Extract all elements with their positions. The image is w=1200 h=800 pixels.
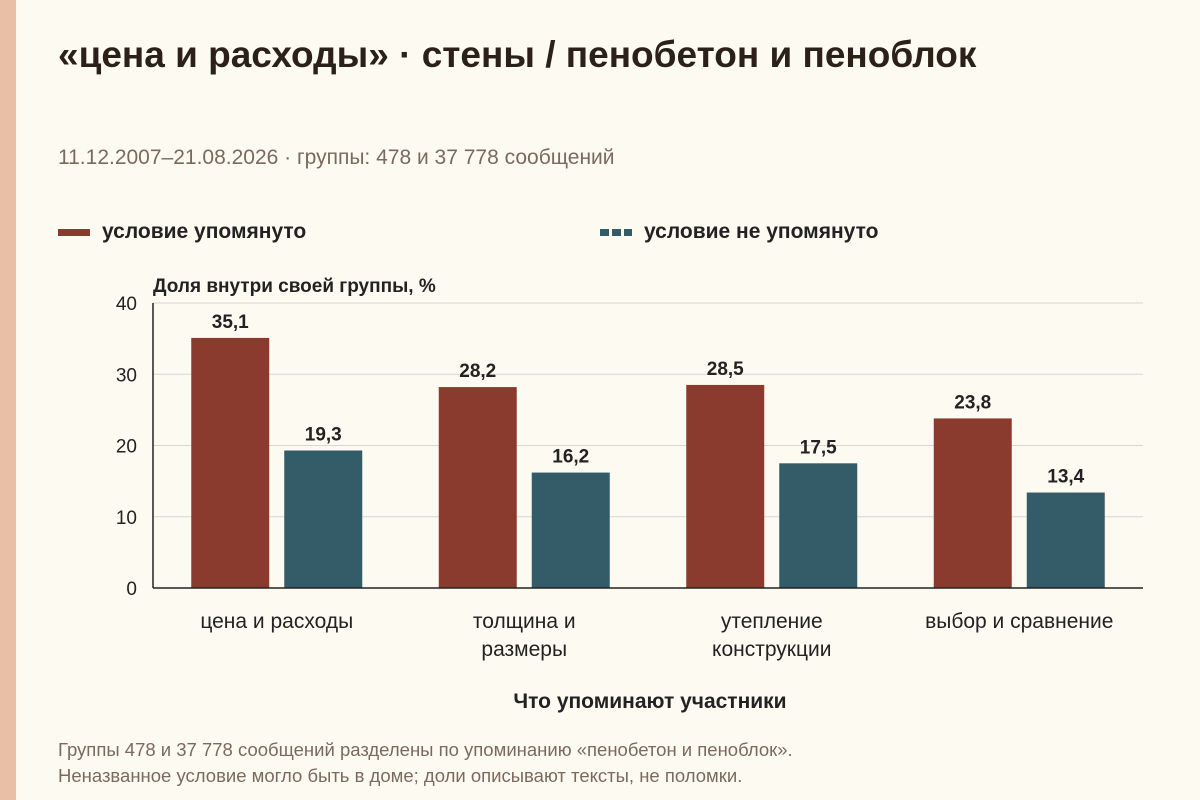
footnote: Группы 478 и 37 778 сообщений разделены … [58,737,793,789]
legend-label-not-mentioned: условие не упомянуто [644,220,879,243]
y-tick-label: 30 [116,365,137,386]
bar [933,418,1012,588]
legend-label-mentioned: условие упомянуто [102,220,307,243]
chart-title: «цена и расходы» · стены / пенобетон и п… [58,34,977,75]
bar [284,450,363,588]
data-label: 17,5 [800,437,837,458]
legend-swatch-not-mentioned [600,228,632,236]
data-label: 13,4 [1047,467,1084,488]
data-label: 23,8 [954,392,991,413]
x-tick-label: утепление [721,610,823,633]
x-tick-label: выбор и сравнение [925,610,1113,633]
x-tick-label: конструкции [712,638,831,661]
x-tick-label: цена и расходы [200,610,353,633]
data-label: 35,1 [212,312,249,333]
y-tick-label: 40 [116,294,137,315]
footnote-line-1: Группы 478 и 37 778 сообщений разделены … [58,739,793,760]
accent-strip [0,0,16,800]
bar [438,387,517,588]
footnote-line-2: Неназванное условие могло быть в доме; д… [58,765,743,786]
x-tick-label: толщина и [473,610,576,633]
y-axis-title: Доля внутри своей группы, % [153,276,436,297]
data-label: 16,2 [552,447,589,468]
x-axis-title: Что упоминают участники [513,690,786,713]
y-tick-label: 10 [116,508,137,529]
data-label: 28,2 [459,361,496,382]
chart-subtitle: 11.12.2007–21.08.2026 · группы: 478 и 37… [58,146,615,169]
legend-swatch-mentioned [58,228,90,236]
data-label: 19,3 [305,424,342,445]
legend-item-not-mentioned: условие не упомянуто [600,220,878,244]
legend-item-mentioned: условие упомянуто [58,220,306,244]
y-tick-label: 20 [116,437,137,458]
bar [779,463,858,588]
data-label: 28,5 [707,359,744,380]
bar [1026,492,1105,588]
y-tick-label: 0 [126,579,137,600]
bar [686,384,765,588]
bar [531,472,610,588]
x-tick-label: размеры [481,638,567,661]
bar [191,337,270,588]
